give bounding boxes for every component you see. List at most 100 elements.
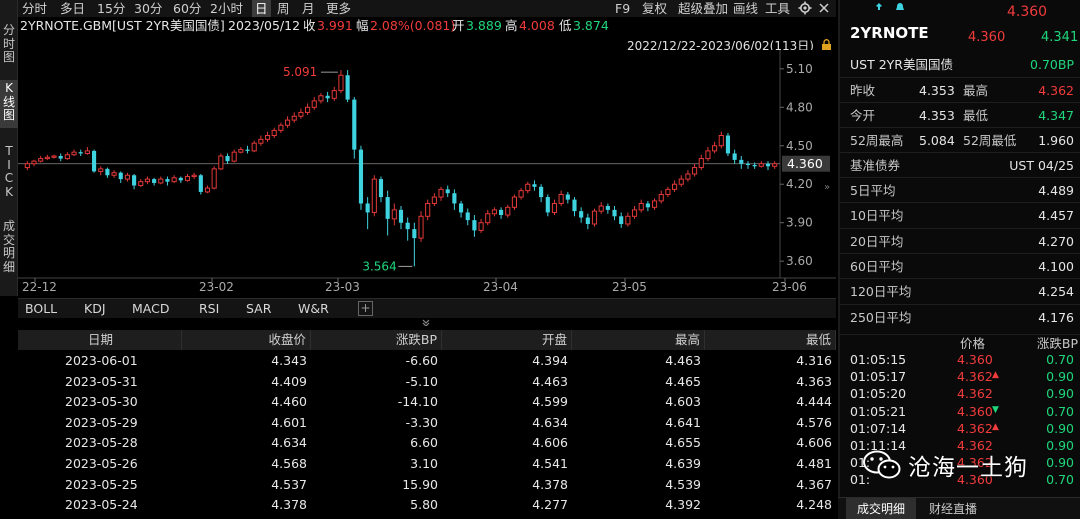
view-tab-strip: 分 时 图 K 线 图 T I C K 成 交 明 细 [0,0,18,296]
view-tab-0[interactable]: 分 时 图 [2,23,15,64]
period-tab-8[interactable]: 月 [302,1,315,16]
52w-low-value: 1.960 [1038,133,1074,148]
table-row[interactable]: 2023-05-24 4.378 5.80 4.277 4.392 4.248 [18,494,836,515]
collapse-chevron-icon[interactable] [422,318,430,329]
candle [278,122,284,133]
change-bp: 0.70BP [1030,57,1074,72]
candle [398,206,404,230]
candle [358,145,364,210]
period-tab-1[interactable]: 多日 [60,1,86,16]
candle [438,186,444,201]
table-cell-1: 4.343 [271,353,307,368]
candle [118,171,123,183]
prev-close-label: 昨收 [850,83,876,98]
period-tab-2[interactable]: 15分 [97,1,126,16]
gear-icon[interactable] [798,1,812,18]
tick-row: 01:07:14 4.362 ▲ 0.90 [840,420,1080,437]
tick-price: 4.362 [957,438,993,453]
candle [211,166,217,190]
indicator-tab-rsi[interactable]: RSI [199,301,220,316]
view-tab-1[interactable]: K 线 图 [0,80,18,128]
pin-icon[interactable] [874,1,884,15]
instrument-desc: UST 2YR美国国债 [850,57,953,72]
candle [605,203,610,214]
table-cell-5: 4.576 [796,414,832,430]
candle [132,173,137,190]
col-header-2[interactable]: 涨跌BP [311,330,442,350]
candle [579,207,584,223]
period-tab-0[interactable]: 分时 [22,1,48,16]
draw-line-button[interactable]: 画线 [733,1,759,16]
col-header-4[interactable]: 最高 [572,330,705,350]
add-indicator-button[interactable]: + [358,301,373,316]
restore-button[interactable]: 复权 [642,1,668,16]
col-header-0[interactable]: 日期 [18,330,182,350]
candle [678,175,684,187]
close-value: 3.991 [317,18,353,33]
candle [698,154,704,171]
table-row[interactable]: 2023-05-31 4.409 -5.10 4.463 4.465 4.363 [18,371,836,392]
candle [565,191,570,204]
candle [638,199,644,213]
indicator-tab-wr[interactable]: W&R [298,301,329,316]
high-value: 4.008 [519,18,555,33]
candle [651,198,658,210]
period-tab-9[interactable]: 更多 [326,1,352,16]
table-cell-4: 4.639 [665,456,701,471]
ma-value: 4.270 [1038,233,1074,249]
bottom-tab-1[interactable]: 财经直播 [928,502,977,516]
table-row[interactable]: 2023-05-29 4.601 -3.30 4.634 4.641 4.576 [18,412,836,433]
table-row[interactable]: 2023-06-01 4.343 -6.60 4.394 4.463 4.316 [18,350,836,371]
table-row[interactable]: 2023-05-28 4.634 6.60 4.606 4.655 4.606 [18,432,836,453]
tick-bp: 0.70 [1046,472,1074,488]
candle [739,156,744,169]
period-tab-3[interactable]: 30分 [134,1,163,16]
y-tick-label: 4.20 [786,177,813,191]
candle [431,193,437,207]
table-row[interactable]: 2023-05-30 4.460 -14.10 4.599 4.603 4.444 [18,391,836,412]
indicator-tab-sar[interactable]: SAR [246,301,272,316]
ma-label: 120日平均 [850,284,912,300]
view-tab-2[interactable]: T I C K [4,144,14,199]
candle [138,179,144,187]
ma-value: 4.489 [1038,183,1074,198]
candle [705,147,711,162]
close-icon[interactable] [818,1,830,18]
indicator-tab-boll[interactable]: BOLL [25,301,58,316]
col-header-5[interactable]: 最低 [705,330,836,350]
tick-time: 01: [850,455,871,471]
candle [71,149,77,157]
candle [685,170,691,182]
f9-button[interactable]: F9 [615,1,631,16]
period-tab-4[interactable]: 60分 [173,1,202,16]
date-range-label[interactable]: 2022/12/22-2023/06/02(113日) [627,37,832,54]
overlay-button[interactable]: 超级叠加 [678,1,729,16]
table-cell-5: 4.367 [796,476,832,492]
benchmark-value: UST 04/25 [1009,158,1074,173]
indicator-tab-macd[interactable]: MACD [132,301,170,316]
bottom-tab-0[interactable]: 成交明细 [846,498,916,519]
view-tab-3[interactable]: 成 交 明 细 [2,219,15,274]
table-cell-1: 4.601 [271,414,307,430]
candle [124,172,130,182]
table-cell-3: 4.378 [532,476,568,492]
col-header-1[interactable]: 收盘价 [182,330,311,350]
period-tab-5[interactable]: 2小时 [210,1,243,16]
current-price-badge [782,155,830,172]
period-tab-6[interactable]: 日 [252,0,271,17]
candle [251,140,257,153]
table-cell-0: 2023-05-26 [65,456,138,471]
tools-button[interactable]: 工具 [765,1,791,16]
indicator-tab-kdj[interactable]: KDJ [84,301,106,316]
col-header-3[interactable]: 开盘 [442,330,572,350]
candle [499,207,504,219]
alarm-icon[interactable] [895,1,905,15]
candle [218,153,224,171]
period-tab-7[interactable]: 周 [277,1,290,16]
table-row[interactable]: 2023-05-25 4.537 15.90 4.378 4.539 4.367 [18,474,836,495]
candle [298,108,304,119]
kline-chart[interactable]: 5.10 4.80 4.50 4.20 3.90 3.60 22-12 23-02 23-03 2… [18,50,836,296]
candle [478,218,484,233]
table-row[interactable]: 2023-05-26 4.568 3.10 4.541 4.639 4.481 [18,453,836,474]
candle [452,189,457,210]
